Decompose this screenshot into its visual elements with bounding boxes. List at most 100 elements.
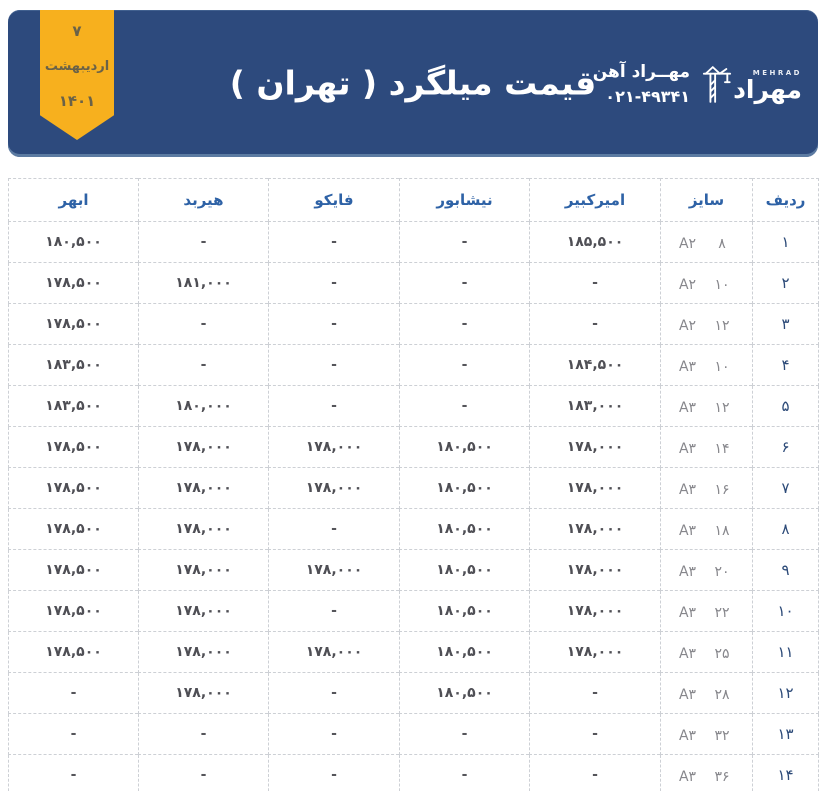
cell-hirbod: - [138, 303, 269, 345]
cell-hirbod: ۱۷۸,۰۰۰ [138, 672, 269, 714]
cell-neyshabur: - [399, 221, 530, 263]
cell-amirkabir: ۱۸۳,۰۰۰ [529, 385, 661, 427]
size-value: ۱۲ [714, 399, 730, 416]
cell-hirbod: ۱۷۸,۰۰۰ [138, 590, 269, 632]
table-row: ۷ A۳ ۱۶ ۱۷۸,۰۰۰ ۱۸۰,۵۰۰ ۱۷۸,۰۰۰ ۱۷۸,۰۰۰ … [8, 467, 819, 509]
size-value: ۱۲ [714, 317, 730, 334]
brand-name: مهــراد آهن [592, 61, 691, 82]
table-row: ۱۱ A۳ ۲۵ ۱۷۸,۰۰۰ ۱۸۰,۵۰۰ ۱۷۸,۰۰۰ ۱۷۸,۰۰۰… [8, 631, 819, 673]
table-row: ۶ A۳ ۱۴ ۱۷۸,۰۰۰ ۱۸۰,۵۰۰ ۱۷۸,۰۰۰ ۱۷۸,۰۰۰ … [8, 426, 819, 468]
cell-row-number: ۵ [752, 385, 819, 427]
ribbon-month: اردیبهشت [44, 58, 110, 74]
cell-size: A۳ ۲۰ [660, 549, 753, 591]
cell-abhar: ۱۸۳,۵۰۰ [8, 344, 139, 386]
size-grade: A۲ [678, 235, 697, 252]
size-value: ۱۸ [714, 522, 730, 539]
cell-amirkabir: ۱۷۸,۰۰۰ [529, 590, 661, 632]
cell-hirbod: - [138, 713, 269, 755]
cell-fayco: ۱۷۸,۰۰۰ [268, 467, 400, 509]
col-header-abhar: ابهر [8, 178, 139, 222]
size-value: ۲۲ [714, 604, 730, 621]
cell-row-number: ۲ [752, 262, 819, 304]
date-ribbon: ۷ اردیبهشت ۱۴۰۱ [40, 10, 114, 140]
cell-hirbod: - [138, 344, 269, 386]
cell-fayco: - [268, 754, 400, 791]
table-row: ۵ A۳ ۱۲ ۱۸۳,۰۰۰ - - ۱۸۰,۰۰۰ ۱۸۳,۵۰۰ [8, 385, 819, 427]
cell-hirbod: ۱۷۸,۰۰۰ [138, 426, 269, 468]
size-grade: A۳ [678, 481, 697, 498]
cell-hirbod: ۱۷۸,۰۰۰ [138, 549, 269, 591]
brand-phone: ۰۲۱-۴۹۳۴۱ [605, 86, 691, 106]
cell-amirkabir: ۱۷۸,۰۰۰ [529, 508, 661, 550]
cell-abhar: ۱۷۸,۵۰۰ [8, 549, 139, 591]
table-row: ۹ A۳ ۲۰ ۱۷۸,۰۰۰ ۱۸۰,۵۰۰ ۱۷۸,۰۰۰ ۱۷۸,۰۰۰ … [8, 549, 819, 591]
cell-abhar: ۱۷۸,۵۰۰ [8, 262, 139, 304]
brand-block: MEHRAD مهراد مهــراد آهن ۰۲۱-۴۹۳۴۱ [593, 62, 802, 106]
cell-fayco: - [268, 303, 400, 345]
cell-neyshabur: ۱۸۰,۵۰۰ [399, 672, 530, 714]
cell-amirkabir: ۱۷۸,۰۰۰ [529, 549, 661, 591]
size-value: ۱۰ [714, 358, 730, 375]
table-header-row: ردیف سایز امیرکبیر نیشابور فایکو هیربد ابهر [8, 178, 819, 222]
table-row: ۱ A۲ ۸ ۱۸۵,۵۰۰ - - - ۱۸۰,۵۰۰ [8, 221, 819, 263]
cell-size: A۳ ۱۸ [660, 508, 753, 550]
col-header-size: سایز [660, 178, 753, 222]
cell-size: A۳ ۱۴ [660, 426, 753, 468]
cell-amirkabir: ۱۷۸,۰۰۰ [529, 467, 661, 509]
cell-abhar: ۱۷۸,۵۰۰ [8, 426, 139, 468]
size-grade: A۳ [678, 604, 697, 621]
table-row: ۱۳ A۳ ۳۲ - - - - - [8, 713, 819, 755]
cell-hirbod: - [138, 221, 269, 263]
cell-abhar: ۱۷۸,۵۰۰ [8, 631, 139, 673]
cell-size: A۲ ۸ [660, 221, 753, 263]
cell-size: A۳ ۲۲ [660, 590, 753, 632]
brand-latin-label: MEHRAD [752, 69, 802, 78]
crane-icon [703, 65, 732, 103]
size-grade: A۳ [678, 768, 697, 785]
size-grade: A۳ [678, 440, 697, 457]
cell-neyshabur: ۱۸۰,۵۰۰ [399, 549, 530, 591]
cell-row-number: ۹ [752, 549, 819, 591]
cell-fayco: - [268, 344, 400, 386]
cell-size: A۳ ۱۶ [660, 467, 753, 509]
cell-row-number: ۱۱ [752, 631, 819, 673]
cell-abhar: ۱۷۸,۵۰۰ [8, 508, 139, 550]
cell-amirkabir: ۱۷۸,۰۰۰ [529, 426, 661, 468]
cell-fayco: - [268, 713, 400, 755]
col-header-hirbod: هیربد [138, 178, 269, 222]
cell-neyshabur: ۱۸۰,۵۰۰ [399, 590, 530, 632]
cell-abhar: - [8, 754, 139, 791]
col-header-amirkabir: امیرکبیر [529, 178, 661, 222]
cell-row-number: ۱۰ [752, 590, 819, 632]
size-value: ۸ [718, 235, 726, 252]
cell-neyshabur: - [399, 303, 530, 345]
size-grade: A۳ [678, 522, 697, 539]
cell-row-number: ۷ [752, 467, 819, 509]
cell-abhar: ۱۸۰,۵۰۰ [8, 221, 139, 263]
size-grade: A۳ [678, 727, 697, 744]
cell-neyshabur: ۱۸۰,۵۰۰ [399, 631, 530, 673]
size-grade: A۳ [678, 399, 697, 416]
cell-size: A۲ ۱۲ [660, 303, 753, 345]
cell-row-number: ۶ [752, 426, 819, 468]
cell-abhar: ۱۷۸,۵۰۰ [8, 303, 139, 345]
cell-row-number: ۳ [752, 303, 819, 345]
cell-neyshabur: - [399, 713, 530, 755]
cell-abhar: ۱۷۸,۵۰۰ [8, 590, 139, 632]
cell-hirbod: ۱۷۸,۰۰۰ [138, 508, 269, 550]
size-value: ۲۵ [714, 645, 730, 662]
cell-fayco: ۱۷۸,۰۰۰ [268, 631, 400, 673]
size-grade: A۳ [678, 645, 697, 662]
cell-neyshabur: - [399, 262, 530, 304]
size-grade: A۳ [678, 686, 697, 703]
size-grade: A۲ [678, 276, 697, 293]
ribbon-year: ۱۴۰۱ [58, 92, 96, 110]
cell-abhar: ۱۸۳,۵۰۰ [8, 385, 139, 427]
table-row: ۴ A۳ ۱۰ ۱۸۴,۵۰۰ - - - ۱۸۳,۵۰۰ [8, 344, 819, 386]
size-grade: A۳ [678, 358, 697, 375]
cell-size: A۲ ۱۰ [660, 262, 753, 304]
cell-neyshabur: ۱۸۰,۵۰۰ [399, 508, 530, 550]
cell-row-number: ۸ [752, 508, 819, 550]
cell-neyshabur: - [399, 344, 530, 386]
